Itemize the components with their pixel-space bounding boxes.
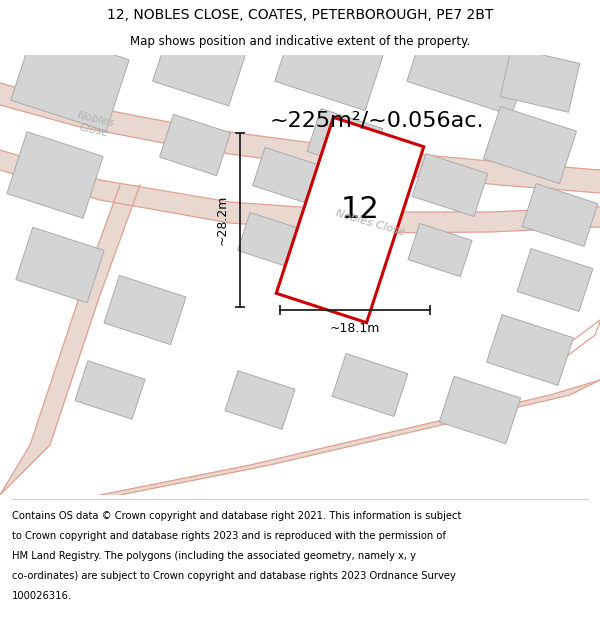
Polygon shape: [487, 314, 574, 386]
Polygon shape: [11, 29, 129, 131]
Polygon shape: [484, 106, 577, 184]
Polygon shape: [517, 249, 593, 311]
Polygon shape: [307, 109, 383, 171]
Text: 12, NOBLES CLOSE, COATES, PETERBOROUGH, PE7 2BT: 12, NOBLES CLOSE, COATES, PETERBOROUGH, …: [107, 8, 493, 22]
Polygon shape: [332, 354, 408, 416]
Polygon shape: [522, 184, 598, 246]
Polygon shape: [407, 15, 533, 115]
Text: 12: 12: [341, 196, 379, 224]
Polygon shape: [104, 276, 186, 344]
Polygon shape: [412, 154, 488, 216]
Text: Nobles Close: Nobles Close: [334, 208, 406, 238]
Text: 100026316.: 100026316.: [12, 591, 72, 601]
Text: Contains OS data © Crown copyright and database right 2021. This information is : Contains OS data © Crown copyright and d…: [12, 511, 461, 521]
Polygon shape: [160, 114, 230, 176]
Polygon shape: [225, 371, 295, 429]
Polygon shape: [408, 223, 472, 277]
Text: ~28.2m: ~28.2m: [215, 195, 229, 245]
Text: co-ordinates) are subject to Crown copyright and database rights 2023 Ordnance S: co-ordinates) are subject to Crown copyr…: [12, 571, 456, 581]
Polygon shape: [7, 132, 103, 218]
Text: to Crown copyright and database rights 2023 and is reproduced with the permissio: to Crown copyright and database rights 2…: [12, 531, 446, 541]
Text: ~225m²/~0.056ac.: ~225m²/~0.056ac.: [270, 110, 485, 130]
Polygon shape: [238, 213, 302, 268]
Text: HM Land Registry. The polygons (including the associated geometry, namely x, y: HM Land Registry. The polygons (includin…: [12, 551, 416, 561]
Polygon shape: [276, 118, 424, 322]
Polygon shape: [100, 380, 600, 495]
Polygon shape: [16, 228, 104, 302]
Polygon shape: [439, 376, 521, 444]
Polygon shape: [500, 48, 580, 112]
Text: Map shows position and indicative extent of the property.: Map shows position and indicative extent…: [130, 35, 470, 48]
Polygon shape: [0, 83, 600, 193]
Polygon shape: [253, 148, 317, 202]
Polygon shape: [0, 185, 140, 495]
Polygon shape: [0, 150, 600, 233]
Polygon shape: [275, 19, 385, 111]
Text: Nobles
Close: Nobles Close: [74, 111, 116, 139]
Polygon shape: [75, 361, 145, 419]
Text: ~18.1m: ~18.1m: [330, 321, 380, 334]
Polygon shape: [152, 24, 247, 106]
